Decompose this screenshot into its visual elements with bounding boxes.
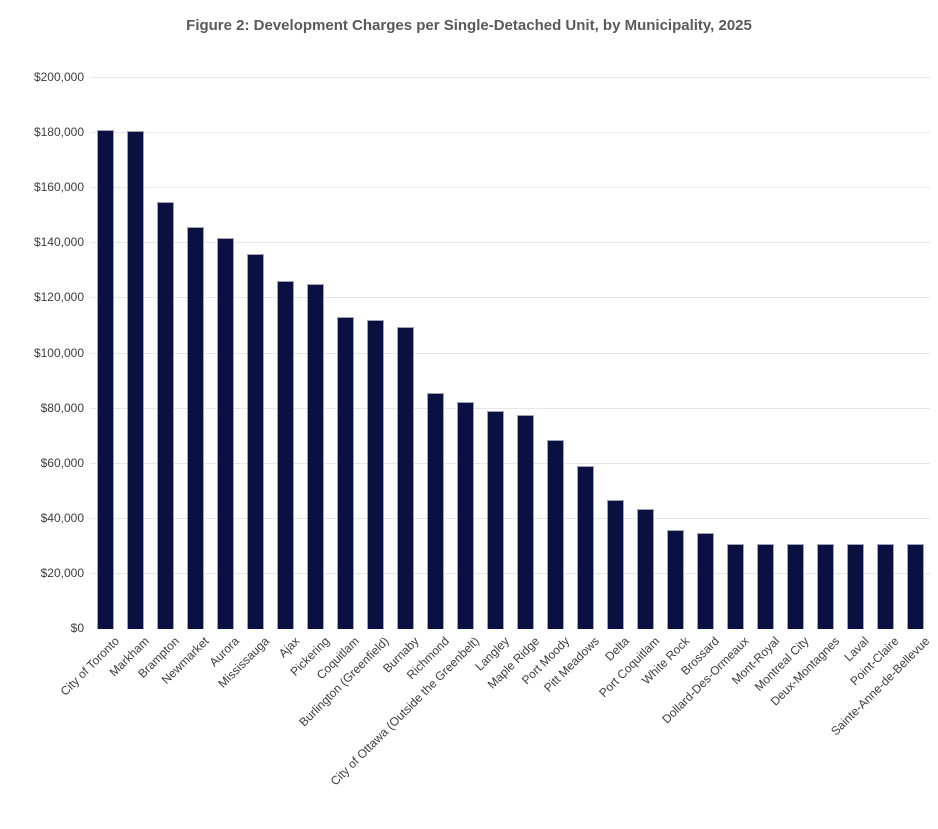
y-tick-label: $0 (70, 621, 84, 635)
bar (666, 529, 684, 629)
bar (576, 465, 594, 629)
bar (336, 317, 354, 629)
bar (636, 509, 654, 629)
bar (246, 254, 264, 629)
bar (756, 543, 774, 629)
bar (846, 543, 864, 629)
y-tick-label: $180,000 (33, 125, 84, 140)
bar (786, 543, 804, 629)
grid-line (90, 407, 930, 409)
bar (366, 320, 384, 629)
y-tick-label: $20,000 (40, 565, 84, 580)
grid-line (90, 77, 930, 78)
bar (696, 532, 714, 629)
bar (726, 543, 744, 629)
y-tick-label: $160,000 (33, 180, 84, 195)
y-tick-label: $120,000 (33, 290, 84, 305)
bar (186, 226, 204, 629)
grid-line (90, 572, 930, 574)
grid-line (90, 352, 930, 354)
bar (396, 327, 414, 629)
y-tick-label: $60,000 (40, 455, 84, 470)
x-axis-labels: City of Toronto Markham Brampton Newmarket A… (57, 634, 931, 829)
chart-title: Figure 2: Development Charges per Single… (186, 17, 752, 34)
y-tick-label: $100,000 (33, 345, 84, 360)
bar (876, 543, 894, 629)
bar (606, 499, 624, 629)
bar (906, 543, 924, 629)
grid-line (90, 462, 930, 464)
bar (276, 281, 294, 629)
y-tick-label: $80,000 (40, 400, 84, 415)
bar (156, 201, 174, 629)
bar (426, 393, 444, 629)
bar (96, 130, 114, 629)
y-tick-label: $140,000 (33, 235, 84, 250)
bar (816, 543, 834, 629)
bar (216, 237, 234, 629)
grid-line (90, 297, 930, 299)
bar (456, 402, 474, 629)
grid-line (90, 132, 930, 134)
grid-line (90, 242, 930, 244)
y-tick-label: $40,000 (40, 510, 84, 525)
plot-area (90, 77, 930, 629)
y-tick-label: $200,000 (33, 70, 84, 84)
bar (486, 411, 504, 629)
y-axis-labels: $0 $20,000 $40,000 $60,000 $80,000 $100,000 $1… (0, 70, 84, 635)
grid-line (90, 187, 930, 189)
bar (306, 284, 324, 629)
bar (126, 130, 144, 629)
bar (546, 440, 564, 629)
grid-line (90, 517, 930, 519)
bar (516, 414, 534, 629)
